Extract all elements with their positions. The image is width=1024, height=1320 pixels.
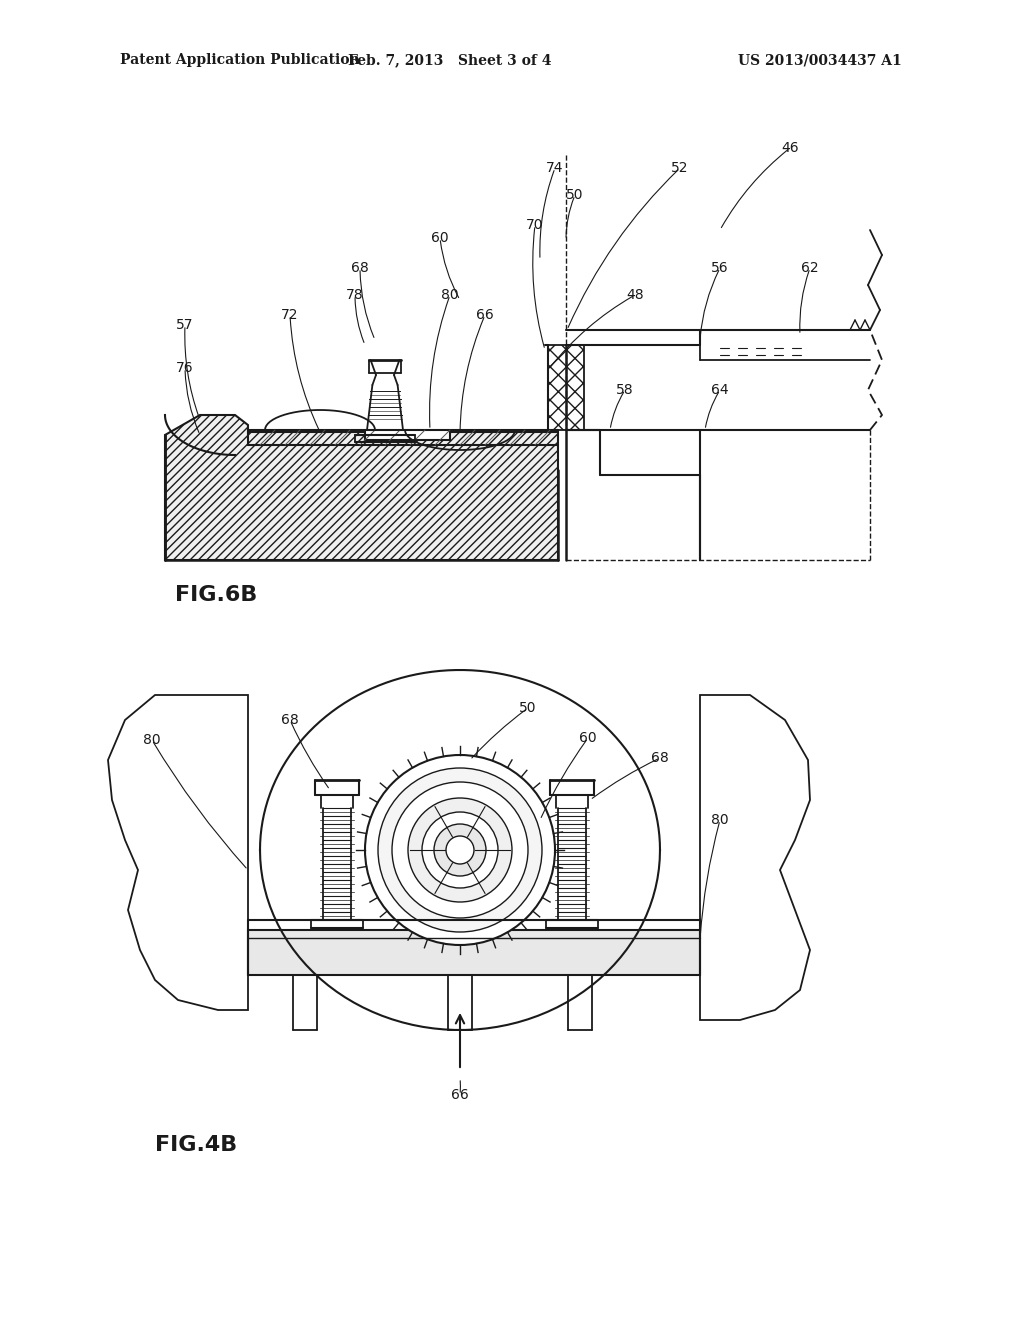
Text: 78: 78	[346, 288, 364, 302]
Text: 74: 74	[546, 161, 564, 176]
Polygon shape	[248, 931, 700, 975]
Polygon shape	[700, 696, 810, 1020]
Text: US 2013/0034437 A1: US 2013/0034437 A1	[738, 53, 902, 67]
Text: 50: 50	[519, 701, 537, 715]
Text: 52: 52	[672, 161, 689, 176]
Text: Patent Application Publication: Patent Application Publication	[120, 53, 359, 67]
Text: 70: 70	[526, 218, 544, 232]
Text: 48: 48	[627, 288, 644, 302]
Polygon shape	[548, 345, 584, 430]
Text: 66: 66	[452, 1088, 469, 1102]
Circle shape	[378, 768, 542, 932]
Text: 60: 60	[580, 731, 597, 744]
Polygon shape	[108, 696, 248, 1010]
Text: 64: 64	[712, 383, 729, 397]
Polygon shape	[165, 414, 558, 560]
Text: 68: 68	[351, 261, 369, 275]
Text: Feb. 7, 2013   Sheet 3 of 4: Feb. 7, 2013 Sheet 3 of 4	[348, 53, 552, 67]
Text: 80: 80	[143, 733, 161, 747]
Text: FIG.4B: FIG.4B	[155, 1135, 238, 1155]
Text: 50: 50	[566, 187, 584, 202]
Text: 62: 62	[801, 261, 819, 275]
Text: 68: 68	[282, 713, 299, 727]
Circle shape	[392, 781, 528, 917]
Text: 76: 76	[176, 360, 194, 375]
Text: 58: 58	[616, 383, 634, 397]
Circle shape	[434, 824, 486, 876]
Text: 56: 56	[712, 261, 729, 275]
Text: FIG.6B: FIG.6B	[175, 585, 257, 605]
Text: 80: 80	[712, 813, 729, 828]
Text: 68: 68	[651, 751, 669, 766]
Text: 80: 80	[441, 288, 459, 302]
Circle shape	[408, 799, 512, 902]
Text: 66: 66	[476, 308, 494, 322]
Circle shape	[446, 836, 474, 865]
Text: 72: 72	[282, 308, 299, 322]
Circle shape	[422, 812, 498, 888]
Text: 46: 46	[781, 141, 799, 154]
Text: 57: 57	[176, 318, 194, 333]
Text: 60: 60	[431, 231, 449, 246]
Circle shape	[365, 755, 555, 945]
